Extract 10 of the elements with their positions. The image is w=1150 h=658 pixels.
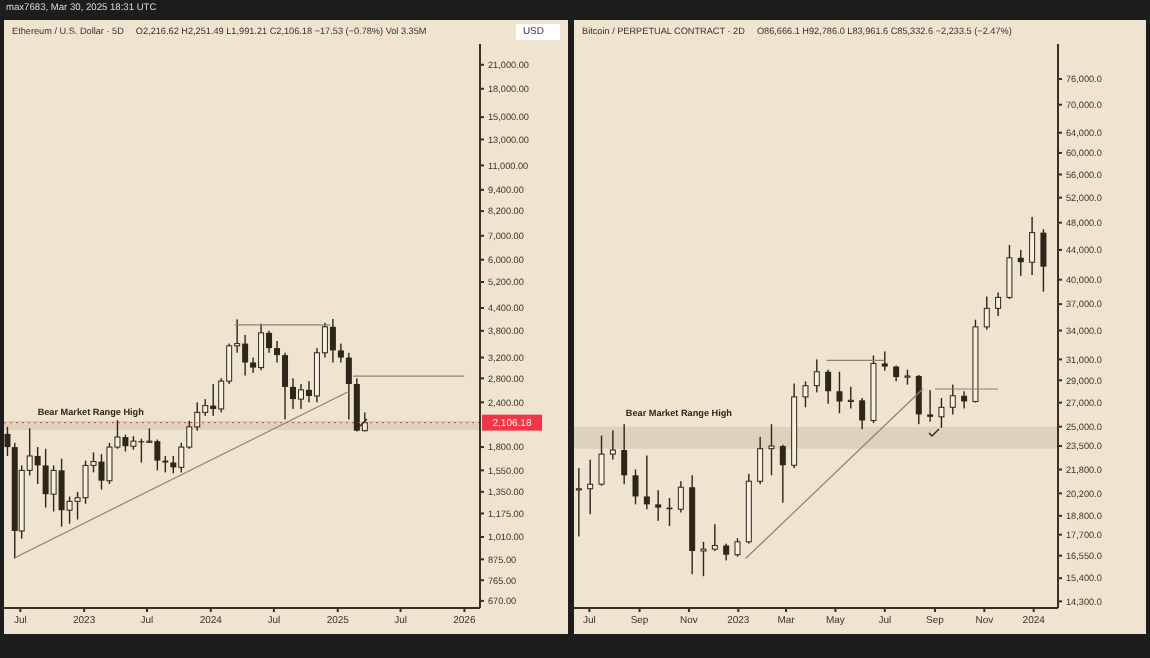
candlestick [779,444,786,503]
candlestick [847,386,854,409]
candlestick [587,459,594,515]
candlestick [711,524,718,551]
candlestick [609,430,616,460]
candlestick [643,455,650,510]
candlestick [274,340,281,363]
candlestick [927,390,934,422]
candlestick [575,468,582,537]
candlestick [655,490,662,521]
